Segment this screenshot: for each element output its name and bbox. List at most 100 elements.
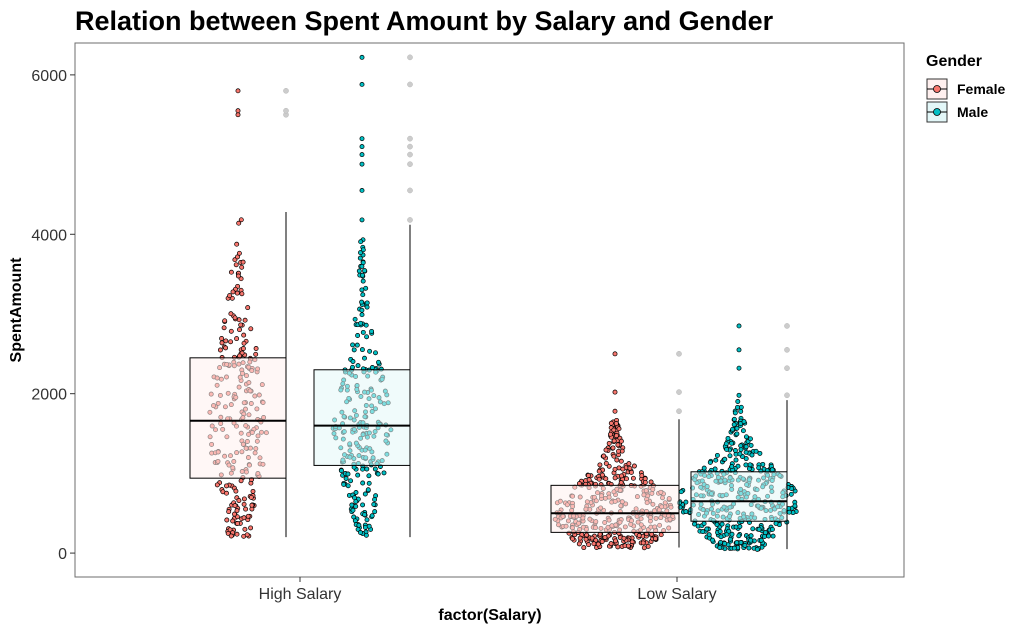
data-dot-female-high-salary xyxy=(245,513,251,519)
data-dot-male-high-salary xyxy=(366,473,372,479)
data-dot-male-low-salary xyxy=(692,521,697,527)
data-dot-male-low-salary xyxy=(756,526,762,532)
data-dot-female-high-salary xyxy=(237,327,242,333)
data-dot-female-low-salary xyxy=(621,535,627,541)
box-male-low-salary xyxy=(690,471,788,522)
data-dot-male-high-salary xyxy=(352,495,357,501)
data-dot-male-high-salary xyxy=(372,497,378,502)
data-dot-female-high-salary xyxy=(236,250,242,256)
data-dot-male-high-salary xyxy=(360,329,366,335)
data-dot-male-low-salary xyxy=(717,545,723,551)
box-layer xyxy=(189,54,790,550)
data-dot-male-high-salary xyxy=(352,316,358,322)
data-dot-male-low-salary xyxy=(729,440,735,446)
data-dot-female-high-salary xyxy=(240,346,246,351)
box-male-high-salary xyxy=(313,369,411,466)
data-dot-female-low-salary xyxy=(625,543,631,549)
data-dot-male-high-salary xyxy=(369,328,375,334)
data-dot-female-high-salary xyxy=(234,508,240,514)
dot-outlier-female-low-salary xyxy=(612,389,618,395)
data-dot-male-high-salary xyxy=(354,342,360,348)
data-dot-female-low-salary xyxy=(595,541,601,547)
data-dot-male-high-salary xyxy=(364,517,370,523)
data-dot-male-high-salary xyxy=(373,350,378,356)
data-dot-female-high-salary xyxy=(228,533,234,539)
data-dot-male-low-salary xyxy=(723,441,729,447)
data-dot-female-low-salary xyxy=(601,453,607,459)
data-dot-female-low-salary xyxy=(631,463,637,469)
data-dot-male-low-salary xyxy=(750,526,756,532)
data-dot-female-high-salary xyxy=(249,502,255,508)
x-axis: High Salary Low Salary xyxy=(259,577,717,603)
legend-label-female: Female xyxy=(957,81,1005,97)
data-dot-male-high-salary xyxy=(350,359,356,364)
box-outlier-female-low-salary xyxy=(676,389,682,395)
data-dot-male-low-salary xyxy=(766,533,772,539)
data-dot-male-low-salary xyxy=(760,461,766,467)
data-dot-male-high-salary xyxy=(372,466,378,472)
data-dot-male-low-salary xyxy=(704,526,710,532)
dot-outlier-male-low-salary xyxy=(736,365,742,371)
data-dot-female-low-salary xyxy=(608,541,614,547)
box-outlier-male-high-salary xyxy=(407,81,413,88)
data-dot-female-high-salary xyxy=(253,351,259,357)
data-dot-male-low-salary xyxy=(729,531,735,537)
data-dot-female-high-salary xyxy=(234,290,240,296)
data-dot-male-low-salary xyxy=(740,428,746,434)
data-dot-male-low-salary xyxy=(773,520,779,526)
box-outlier-male-high-salary xyxy=(407,187,413,194)
data-dot-female-low-salary xyxy=(627,465,633,471)
data-dot-male-high-salary xyxy=(367,348,373,354)
data-dot-female-high-salary xyxy=(245,305,251,311)
data-dot-female-low-salary xyxy=(636,533,642,538)
data-dot-male-low-salary xyxy=(748,436,753,442)
data-dot-female-low-salary xyxy=(616,426,622,432)
data-dot-male-low-salary xyxy=(747,462,753,468)
data-dot-male-high-salary xyxy=(350,364,355,370)
data-dot-male-high-salary xyxy=(364,334,370,340)
data-dot-female-low-salary xyxy=(658,532,664,538)
data-dot-female-low-salary xyxy=(577,535,583,541)
data-dot-female-high-salary xyxy=(235,521,240,526)
data-dot-female-high-salary xyxy=(232,315,238,321)
box-outlier-female-low-salary xyxy=(676,350,682,357)
data-dot-female-low-salary xyxy=(640,540,646,546)
data-dot-female-high-salary xyxy=(241,332,247,338)
data-dot-male-high-salary xyxy=(343,476,349,481)
data-dot-male-low-salary xyxy=(741,419,747,425)
data-dot-male-high-salary xyxy=(376,359,381,365)
data-dot-female-low-salary xyxy=(584,532,590,538)
data-dot-female-high-salary xyxy=(236,498,242,503)
data-dot-male-low-salary xyxy=(746,545,752,551)
data-dot-female-low-salary xyxy=(630,475,636,481)
data-dot-male-low-salary xyxy=(714,452,720,458)
data-dot-male-high-salary xyxy=(362,355,367,361)
data-dot-male-low-salary xyxy=(718,534,724,540)
data-dot-female-high-salary xyxy=(227,293,233,299)
data-dot-female-high-salary xyxy=(248,525,254,531)
data-dot-male-low-salary xyxy=(749,452,755,458)
data-dot-male-low-salary xyxy=(737,524,743,529)
data-dot-male-low-salary xyxy=(769,526,775,532)
data-dot-male-high-salary xyxy=(369,365,375,370)
data-dot-male-low-salary xyxy=(734,431,740,437)
data-dot-male-high-salary xyxy=(358,239,364,245)
data-dot-male-low-salary xyxy=(742,542,748,548)
data-dot-male-low-salary xyxy=(738,540,744,545)
data-dot-female-low-salary xyxy=(626,461,632,467)
data-dot-female-low-salary xyxy=(606,463,612,469)
box-outlier-male-low-salary xyxy=(784,347,790,353)
data-dot-male-low-salary xyxy=(748,442,754,448)
data-dot-female-low-salary xyxy=(639,473,645,479)
data-dot-female-high-salary xyxy=(222,318,228,324)
dot-outlier-male-low-salary xyxy=(736,392,742,398)
data-dot-male-low-salary xyxy=(707,459,713,465)
dot-outlier-female-high-salary xyxy=(235,88,241,94)
data-dot-female-low-salary xyxy=(616,448,621,454)
data-dot-male-low-salary xyxy=(729,464,735,470)
y-tick-label: 2000 xyxy=(31,387,67,404)
data-dot-female-high-salary xyxy=(228,328,234,334)
box-outlier-male-high-salary xyxy=(407,143,413,150)
box-outlier-female-high-salary xyxy=(283,87,289,94)
